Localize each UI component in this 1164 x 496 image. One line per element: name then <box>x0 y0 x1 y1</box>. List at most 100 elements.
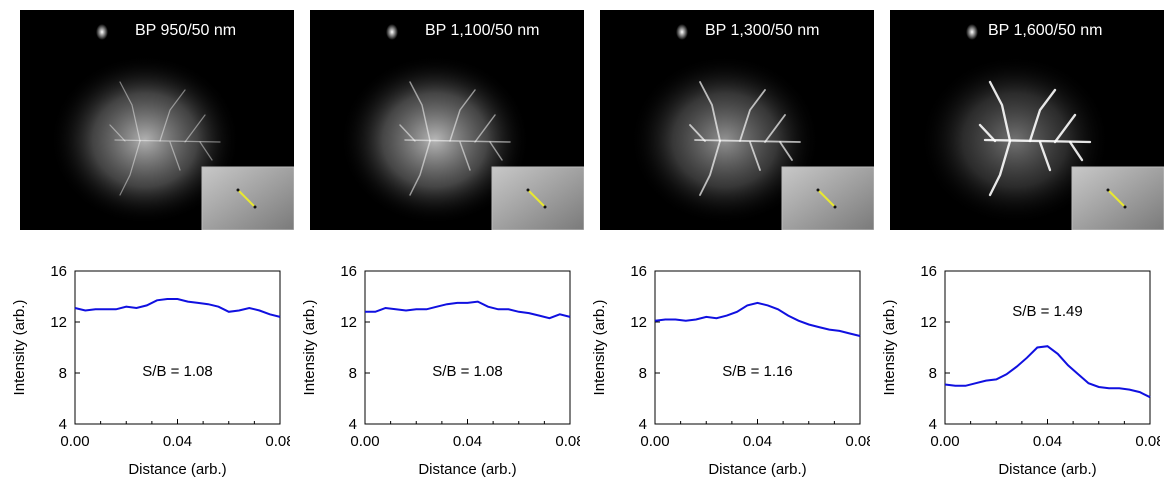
y-axis-label: Intensity (arb.) <box>301 300 318 396</box>
inset-zoom <box>201 166 294 230</box>
plot-frame <box>944 270 1151 425</box>
x-axis-label: Distance (arb.) <box>708 461 806 478</box>
bright-spot <box>386 24 398 40</box>
blood-vessel <box>749 141 761 171</box>
blood-vessel <box>1028 88 1057 143</box>
y-tick-label: 12 <box>630 314 647 331</box>
brain-glow <box>50 55 240 225</box>
blood-vessel <box>199 141 213 161</box>
profile-endpoint <box>543 205 547 209</box>
blood-vessel <box>459 141 471 171</box>
y-tick-label: 12 <box>340 314 357 331</box>
plot-frame <box>364 270 571 425</box>
blood-vessel <box>1038 140 1052 172</box>
image-label: BP 1,300/50 nm <box>705 22 820 39</box>
blood-vessel <box>119 81 141 142</box>
y-axis-label: Intensity (arb.) <box>591 300 608 396</box>
blood-vessel <box>404 139 511 143</box>
blood-vessel <box>1053 113 1077 144</box>
blood-vessel <box>689 124 706 142</box>
blood-vessel <box>978 123 997 143</box>
snr-annotation: S/B = 1.08 <box>142 363 212 380</box>
y-tick-label: 12 <box>50 314 67 331</box>
y-tick-label: 4 <box>929 416 937 433</box>
profile-endpoint <box>1123 205 1127 209</box>
chart-svg: 4 8 12 16 0.00 0.04 0.08 Distance (arb.) Intensi… <box>11 263 295 478</box>
intensity-profile-line <box>74 298 281 318</box>
blood-vessel <box>119 140 141 196</box>
x-tick-label: 0.08 <box>265 433 290 450</box>
profile-chart-1600: 4 8 12 16 0.00 0.04 0.08 Distance (arb.) Intensi… <box>870 256 1164 491</box>
blood-vessel <box>699 140 721 196</box>
x-tick-label: 0.04 <box>743 433 772 450</box>
fluorescence-image <box>630 24 874 230</box>
fluorescence-image <box>340 24 584 230</box>
blood-vessel <box>449 89 476 142</box>
x-tick-label: 0.00 <box>930 433 959 450</box>
blood-vessel <box>409 140 431 196</box>
y-axis-label: Intensity (arb.) <box>881 300 898 396</box>
plot-frame <box>654 270 861 425</box>
intensity-profile-line <box>365 300 571 320</box>
x-tick-label: 0.08 <box>555 433 580 450</box>
profile-chart-1300: 4 8 12 16 0.00 0.04 0.08 Distance (arb.) Intensi… <box>580 256 875 491</box>
inset-zoom <box>781 166 874 230</box>
y-tick-label: 16 <box>630 263 647 280</box>
profile-line <box>817 189 836 208</box>
inset-zoom <box>1071 166 1164 230</box>
x-axis-label: Distance (arb.) <box>418 461 516 478</box>
y-tick-label: 4 <box>639 416 647 433</box>
x-tick-label: 0.04 <box>1033 433 1062 450</box>
blood-vessel <box>1068 140 1084 162</box>
y-tick-label: 8 <box>59 365 67 382</box>
intensity-profile-line <box>654 301 861 337</box>
inset-zoom <box>491 166 584 230</box>
profile-endpoint <box>833 205 837 209</box>
image-panel-950: BP 950/50 nm <box>20 10 294 230</box>
blood-vessel <box>489 141 503 161</box>
x-tick-label: 0.04 <box>163 433 192 450</box>
blood-vessel <box>169 141 181 171</box>
y-tick-label: 12 <box>920 314 937 331</box>
chart-svg: 4 8 12 16 0.00 0.04 0.08 Distance (arb.) Intensi… <box>881 263 1164 478</box>
y-tick-label: 4 <box>59 416 67 433</box>
bright-spot <box>96 24 108 40</box>
snr-annotation: S/B = 1.49 <box>1012 303 1082 320</box>
snr-annotation: S/B = 1.16 <box>722 363 792 380</box>
y-tick-label: 8 <box>349 365 357 382</box>
chart-svg: 4 8 12 16 0.00 0.04 0.08 Distance (arb.) Intensi… <box>301 263 585 478</box>
profile-endpoint <box>236 188 240 192</box>
blood-vessel <box>739 89 766 142</box>
profile-endpoint <box>526 188 530 192</box>
y-axis-label: Intensity (arb.) <box>11 300 28 396</box>
image-label: BP 1,600/50 nm <box>988 22 1103 39</box>
plot-frame <box>74 270 281 425</box>
profile-endpoint <box>816 188 820 192</box>
profile-line <box>1107 189 1126 208</box>
image-label: BP 1,100/50 nm <box>425 22 540 39</box>
fluorescence-image <box>920 24 1164 230</box>
blood-vessel <box>409 81 431 142</box>
chart-svg: 4 8 12 16 0.00 0.04 0.08 Distance (arb.) Intensi… <box>591 263 875 478</box>
profile-line <box>237 189 256 208</box>
snr-annotation: S/B = 1.08 <box>432 363 502 380</box>
profile-chart-950: 4 8 12 16 0.00 0.04 0.08 Distance (arb.) Intensi… <box>0 256 295 491</box>
x-tick-label: 0.08 <box>845 433 870 450</box>
blood-vessel <box>779 141 793 161</box>
blood-vessel <box>114 139 221 143</box>
x-tick-label: 0.08 <box>1135 433 1160 450</box>
y-tick-label: 16 <box>340 263 357 280</box>
bright-spot <box>676 24 688 40</box>
blood-vessel <box>694 139 801 143</box>
image-panel-1600: BP 1,600/50 nm <box>890 10 1164 230</box>
profile-chart-1100: 4 8 12 16 0.00 0.04 0.08 Distance (arb.) Intensi… <box>290 256 585 491</box>
image-panel-1100: BP 1,100/50 nm <box>310 10 584 230</box>
blood-vessel <box>988 139 1012 197</box>
x-axis-label: Distance (arb.) <box>128 461 226 478</box>
blood-vessel <box>159 89 186 142</box>
blood-vessel <box>699 81 721 142</box>
profile-endpoint <box>1106 188 1110 192</box>
x-tick-label: 0.00 <box>350 433 379 450</box>
image-panel-1300: BP 1,300/50 nm <box>600 10 874 230</box>
blood-vessel <box>109 124 126 142</box>
